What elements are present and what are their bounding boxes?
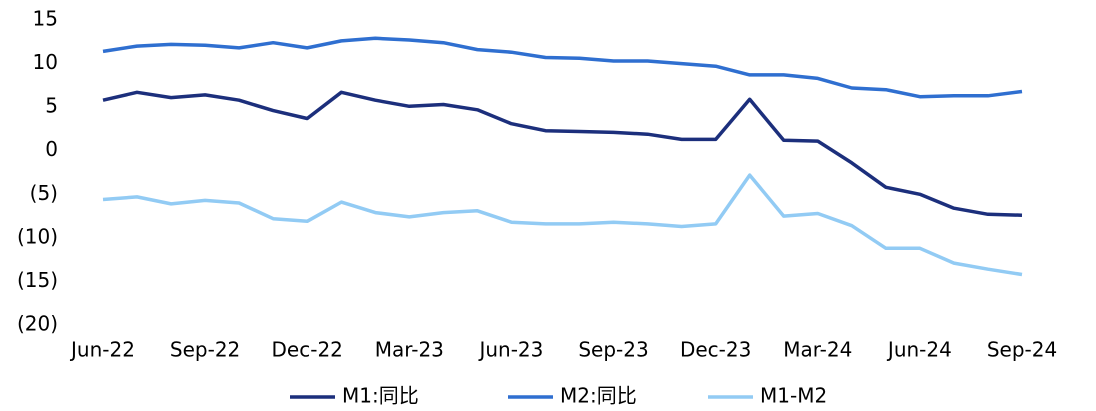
x-tick-label: Jun-24 <box>886 338 952 362</box>
x-tick-label: Jun-23 <box>477 338 543 362</box>
x-tick-label: Sep-22 <box>170 338 240 362</box>
y-tick-label: (10) <box>17 224 58 248</box>
y-tick-label: 0 <box>45 137 58 161</box>
legend-label: M2:同比 <box>560 384 637 408</box>
legend-label: M1-M2 <box>760 384 827 408</box>
x-tick-label: Mar-24 <box>783 338 852 362</box>
x-tick-label: Mar-23 <box>375 338 444 362</box>
y-tick-label: 5 <box>45 94 58 118</box>
x-tick-label: Dec-23 <box>680 338 751 362</box>
series-line <box>102 173 1023 277</box>
series-line <box>102 90 1023 217</box>
y-tick-label: (5) <box>30 181 58 205</box>
series-line <box>102 36 1023 99</box>
y-tick-label: (15) <box>17 268 58 292</box>
x-tick-label: Dec-22 <box>272 338 343 362</box>
x-tick-label: Sep-23 <box>578 338 648 362</box>
x-tick-label: Sep-24 <box>987 338 1057 362</box>
y-tick-label: (20) <box>17 312 58 336</box>
y-tick-label: 15 <box>33 7 58 31</box>
x-tick-label: Jun-22 <box>69 338 135 362</box>
y-tick-label: 10 <box>33 50 58 74</box>
legend-label: M1:同比 <box>342 384 419 408</box>
